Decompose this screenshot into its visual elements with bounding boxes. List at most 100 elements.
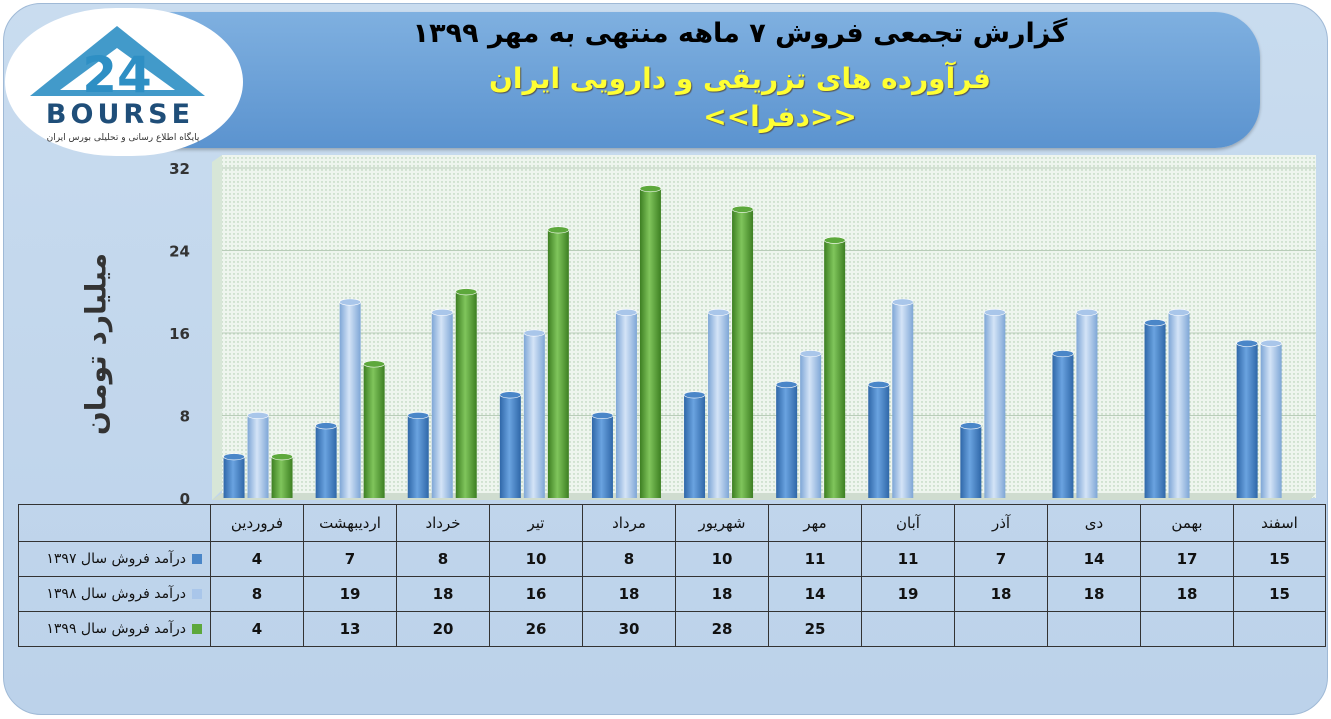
category-label: آذر [954, 504, 1048, 542]
value-cell: 20 [396, 611, 490, 647]
bar-cap-series0-9 [1052, 350, 1074, 358]
y-tick-label: 24 [169, 243, 190, 261]
data-table: فروردین اردیبهشت خرداد تیر مرداد شهریور مهر آبا… [18, 504, 1326, 647]
bar-cap-series0-6 [775, 381, 798, 389]
bar-series0-5 [684, 394, 706, 498]
category-label: فروردین [210, 504, 304, 542]
bar-cap-series1-3 [523, 329, 546, 337]
value-cell [954, 611, 1048, 647]
bar-series1-2 [431, 312, 453, 498]
value-cell: 14 [768, 576, 862, 612]
bar-cap-series1-4 [615, 308, 638, 316]
value-cell: 26 [489, 611, 583, 647]
bar-series2-5 [732, 209, 754, 498]
bar-series0-3 [499, 394, 521, 498]
series-name: درآمد فروش سال ۱۳۹۹ [46, 621, 186, 637]
bar-series1-9 [1076, 312, 1098, 498]
value-cell: 8 [582, 541, 676, 577]
bar-cap-series2-0 [271, 453, 293, 461]
value-cell: 19 [861, 576, 955, 612]
logo-brand: BOURSE [46, 99, 194, 130]
category-label: اردیبهشت [303, 504, 397, 542]
y-axis-label: میلیارد تومان [79, 252, 113, 436]
bar-cap-series0-0 [223, 453, 245, 461]
bar-cap-series1-1 [339, 298, 361, 306]
series-legend-cell: درآمد فروش سال ۱۳۹۹ [18, 611, 211, 647]
bar-series2-1 [363, 363, 385, 498]
bar-cap-series1-5 [707, 308, 730, 316]
value-cell: 10 [675, 541, 769, 577]
bar-series2-6 [824, 240, 846, 498]
y-tick-label: 0 [180, 490, 190, 508]
bar-cap-series2-4 [639, 185, 662, 193]
value-cell: 15 [1233, 541, 1326, 577]
bar-cap-series1-2 [431, 308, 454, 316]
value-cell: 18 [582, 576, 676, 612]
bar-series1-7 [892, 302, 914, 498]
value-cell: 8 [396, 541, 490, 577]
bar-cap-series2-6 [823, 236, 846, 244]
table-row: درآمد فروش سال ۱۳۹۷ 4 7 8 10 8 10 11 11 7 14 17 15 [18, 541, 1326, 577]
series-name: درآمد فروش سال ۱۳۹۷ [46, 551, 186, 567]
bar-cap-series2-5 [731, 205, 754, 213]
value-cell: 10 [489, 541, 583, 577]
bar-cap-series0-7 [867, 381, 890, 389]
bar-cap-series1-11 [1260, 339, 1282, 347]
chart-title: گزارش تجمعی فروش ۷ ماهه منتهی به مهر ۱۳۹… [412, 18, 1068, 49]
y-tick-label: 8 [180, 408, 190, 426]
bar-series1-5 [708, 312, 730, 498]
bar-series1-3 [523, 333, 545, 498]
value-cell: 18 [675, 576, 769, 612]
bar-cap-series0-10 [1144, 319, 1166, 327]
category-label: آبان [861, 504, 955, 542]
bar-cap-series1-8 [984, 308, 1006, 316]
bar-series0-10 [1144, 322, 1166, 498]
y-tick-label: 16 [169, 325, 190, 343]
value-cell: 15 [1233, 576, 1326, 612]
bar-cap-series0-4 [591, 411, 614, 419]
series-legend-cell: درآمد فروش سال ۱۳۹۸ [18, 576, 211, 612]
table-corner [18, 504, 211, 542]
table-row: درآمد فروش سال ۱۳۹۹ 4 13 20 26 30 28 25 [18, 611, 1326, 647]
bar-series1-6 [800, 353, 822, 498]
category-label: شهریور [675, 504, 769, 542]
bar-cap-series0-2 [407, 411, 430, 419]
bar-series0-11 [1236, 343, 1258, 498]
value-cell: 4 [210, 611, 304, 647]
plot-floor [212, 493, 1316, 500]
value-cell: 18 [396, 576, 490, 612]
value-cell: 14 [1047, 541, 1141, 577]
value-cell: 4 [210, 541, 304, 577]
bar-series1-0 [247, 415, 269, 498]
bar-cap-series2-1 [363, 360, 385, 368]
bar-cap-series0-1 [315, 422, 337, 430]
value-cell: 13 [303, 611, 397, 647]
bar-cap-series0-8 [960, 422, 982, 430]
bar-series0-8 [960, 425, 982, 498]
bar-cap-series1-7 [891, 298, 914, 306]
title-banner [130, 12, 1260, 148]
bar-series1-1 [339, 302, 361, 498]
logo-number: 24 [82, 46, 152, 104]
bar-series0-9 [1052, 353, 1074, 498]
bar-cap-series2-3 [547, 226, 570, 234]
category-label: خرداد [396, 504, 490, 542]
plot-side-wall [212, 155, 222, 500]
bar-cap-series2-2 [455, 288, 478, 296]
logo-tagline: پایگاه اطلاع رسانی و تحلیلی بورس ایران [47, 131, 200, 143]
legend-swatch [192, 589, 202, 599]
bar-series1-11 [1260, 343, 1282, 498]
series-legend-cell: درآمد فروش سال ۱۳۹۷ [18, 541, 211, 577]
value-cell: 30 [582, 611, 676, 647]
value-cell: 18 [954, 576, 1048, 612]
value-cell: 18 [1047, 576, 1141, 612]
legend-swatch [192, 624, 202, 634]
value-cell: 18 [1140, 576, 1234, 612]
bourse24-logo: 24 BOURSE پایگاه اطلاع رسانی و تحلیلی بو… [30, 26, 205, 143]
bar-cap-series0-3 [499, 391, 522, 399]
category-label: دی [1047, 504, 1141, 542]
table-header-row: فروردین اردیبهشت خرداد تیر مرداد شهریور مهر آبا… [18, 504, 1326, 542]
bar-series2-3 [547, 229, 569, 498]
value-cell [1140, 611, 1234, 647]
value-cell: 7 [954, 541, 1048, 577]
